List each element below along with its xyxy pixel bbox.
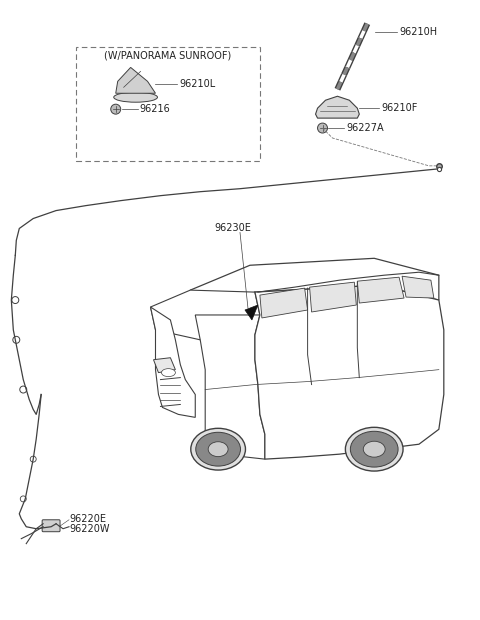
Ellipse shape xyxy=(114,92,157,102)
Ellipse shape xyxy=(161,369,175,376)
Polygon shape xyxy=(357,277,404,303)
Text: 96216: 96216 xyxy=(140,104,170,114)
Bar xyxy=(76,46,260,161)
Text: 96220W: 96220W xyxy=(69,524,109,534)
Polygon shape xyxy=(151,307,195,417)
Polygon shape xyxy=(315,96,360,118)
Ellipse shape xyxy=(208,441,228,457)
Polygon shape xyxy=(195,292,260,340)
Text: 96210H: 96210H xyxy=(399,27,437,37)
Text: (W/PANORAMA SUNROOF): (W/PANORAMA SUNROOF) xyxy=(104,50,231,61)
Polygon shape xyxy=(245,305,258,320)
Polygon shape xyxy=(310,282,356,312)
Ellipse shape xyxy=(346,427,403,471)
Polygon shape xyxy=(151,290,260,340)
Text: 96227A: 96227A xyxy=(347,123,384,133)
FancyBboxPatch shape xyxy=(42,520,60,532)
Polygon shape xyxy=(402,276,434,298)
Polygon shape xyxy=(260,288,308,318)
Ellipse shape xyxy=(350,432,398,467)
Polygon shape xyxy=(190,259,439,315)
Text: 96220E: 96220E xyxy=(69,514,106,524)
Text: 96210L: 96210L xyxy=(180,79,216,89)
Polygon shape xyxy=(195,315,265,459)
Ellipse shape xyxy=(191,428,245,470)
Ellipse shape xyxy=(196,432,240,466)
Text: 96230E: 96230E xyxy=(215,223,252,234)
Polygon shape xyxy=(255,285,444,459)
Polygon shape xyxy=(154,358,175,373)
Circle shape xyxy=(111,104,120,114)
Ellipse shape xyxy=(363,441,385,457)
Circle shape xyxy=(318,123,327,133)
Polygon shape xyxy=(116,68,156,93)
Text: 96210F: 96210F xyxy=(381,103,418,113)
